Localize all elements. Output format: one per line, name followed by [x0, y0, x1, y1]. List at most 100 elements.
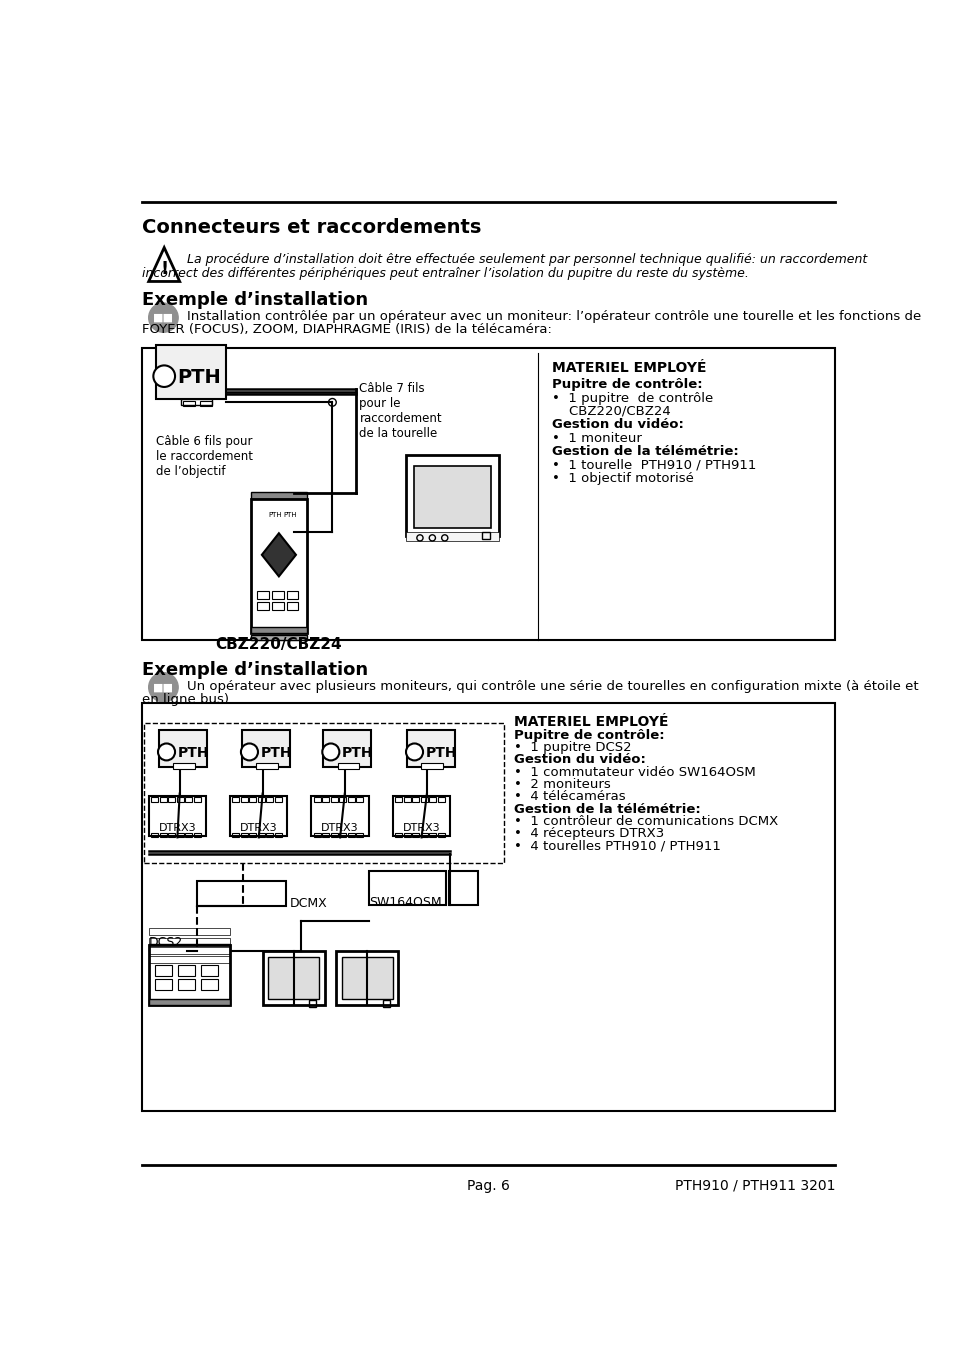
Bar [322, 832, 329, 838]
Bar [178, 965, 195, 975]
Circle shape [149, 303, 178, 332]
Bar [233, 832, 239, 838]
Text: DTRX3: DTRX3 [402, 823, 440, 832]
Bar [181, 399, 212, 405]
Bar [395, 797, 402, 802]
Bar [395, 832, 402, 838]
Text: CBZ220/CBZ24: CBZ220/CBZ24 [215, 638, 342, 653]
Circle shape [153, 365, 174, 386]
Bar [314, 832, 320, 838]
Bar [322, 797, 329, 802]
Bar [251, 492, 307, 500]
Circle shape [322, 743, 339, 761]
Bar [149, 957, 230, 963]
Text: !: ! [160, 261, 168, 278]
Bar [437, 797, 444, 802]
Bar [274, 832, 282, 838]
Bar [311, 796, 369, 836]
Bar [339, 832, 346, 838]
Text: PTH: PTH [268, 512, 281, 519]
Bar [406, 730, 455, 766]
Text: PTH: PTH [260, 747, 292, 761]
Bar [156, 346, 226, 400]
Bar [339, 797, 346, 802]
Text: PTH: PTH [283, 512, 297, 519]
Bar [323, 730, 371, 766]
Text: Installation contrôlée par un opérateur avec un moniteur: l’opérateur contrôle u: Installation contrôlée par un opérateur … [187, 309, 921, 323]
Text: PTH910 / PTH911 3201: PTH910 / PTH911 3201 [674, 1178, 835, 1193]
Bar [272, 590, 283, 600]
Bar [356, 797, 363, 802]
Bar [144, 723, 504, 863]
Bar [142, 349, 835, 639]
Bar [183, 401, 195, 407]
Bar [369, 870, 446, 905]
Bar [149, 943, 230, 951]
Bar [420, 797, 427, 802]
Bar [249, 797, 256, 802]
Bar [403, 832, 410, 838]
Bar [437, 832, 444, 838]
Bar [251, 627, 307, 634]
Text: Gestion de la télémétrie:: Gestion de la télémétrie: [551, 444, 738, 458]
Circle shape [241, 743, 257, 761]
Bar [149, 928, 230, 935]
Bar [356, 832, 363, 838]
Bar [196, 881, 286, 907]
Text: La procédure d’installation doit être effectuée seulement par personnel techniqu: La procédure d’installation doit être ef… [187, 253, 867, 266]
Text: •  1 commutateur vidéo SW164OSM: • 1 commutateur vidéo SW164OSM [514, 766, 756, 778]
Text: Pag. 6: Pag. 6 [467, 1178, 510, 1193]
Bar [337, 763, 359, 769]
Bar [199, 401, 212, 407]
Bar [178, 979, 195, 990]
Bar [314, 797, 320, 802]
Text: Gestion du vidéo:: Gestion du vidéo: [514, 754, 646, 766]
Text: MATERIEL EMPLOYÉ: MATERIEL EMPLOYÉ [514, 715, 668, 730]
Bar [168, 797, 174, 802]
Bar [241, 797, 248, 802]
Bar [230, 796, 287, 836]
Bar [286, 601, 298, 611]
Bar [274, 797, 282, 802]
Bar [256, 763, 278, 769]
Bar [268, 957, 319, 1000]
Bar [429, 797, 436, 802]
Circle shape [158, 743, 174, 761]
Text: Câble 7 fils
pour le
raccordement
de la tourelle: Câble 7 fils pour le raccordement de la … [359, 382, 441, 440]
Bar [262, 951, 324, 1005]
Text: ■■: ■■ [152, 682, 173, 692]
Bar [168, 832, 174, 838]
Text: •  1 pupitre DCS2: • 1 pupitre DCS2 [514, 742, 632, 754]
Bar [412, 832, 418, 838]
Text: DCMX: DCMX [290, 897, 327, 909]
Bar [149, 938, 230, 944]
Bar [257, 590, 269, 600]
Text: DTRX3: DTRX3 [158, 823, 196, 832]
Bar [348, 797, 355, 802]
Bar [481, 532, 489, 539]
Text: •  1 contrôleur de comunications DCMX: • 1 contrôleur de comunications DCMX [514, 815, 778, 828]
Text: PTH: PTH [177, 369, 221, 388]
Bar [403, 797, 410, 802]
Text: PTH: PTH [341, 747, 373, 761]
Bar [159, 797, 167, 802]
Bar [149, 1000, 230, 1005]
Bar [149, 947, 230, 954]
Bar [331, 832, 337, 838]
Polygon shape [261, 534, 295, 577]
Bar [251, 635, 307, 639]
Bar [348, 832, 355, 838]
Bar [341, 957, 393, 1000]
Text: •  2 moniteurs: • 2 moniteurs [514, 778, 611, 792]
Bar [414, 466, 491, 528]
Circle shape [406, 743, 422, 761]
Text: Pupitre de contrôle:: Pupitre de contrôle: [514, 728, 664, 742]
Bar [149, 946, 230, 1005]
Text: •  4 télécaméras: • 4 télécaméras [514, 790, 625, 804]
Text: Un opérateur avec plusieurs moniteurs, qui contrôle une série de tourelles en co: Un opérateur avec plusieurs moniteurs, q… [187, 680, 918, 693]
Text: •  4 récepteurs DTRX3: • 4 récepteurs DTRX3 [514, 827, 664, 840]
Bar [257, 832, 265, 838]
Text: Exemple d’installation: Exemple d’installation [142, 661, 368, 680]
Bar [176, 832, 183, 838]
Bar [154, 965, 172, 975]
